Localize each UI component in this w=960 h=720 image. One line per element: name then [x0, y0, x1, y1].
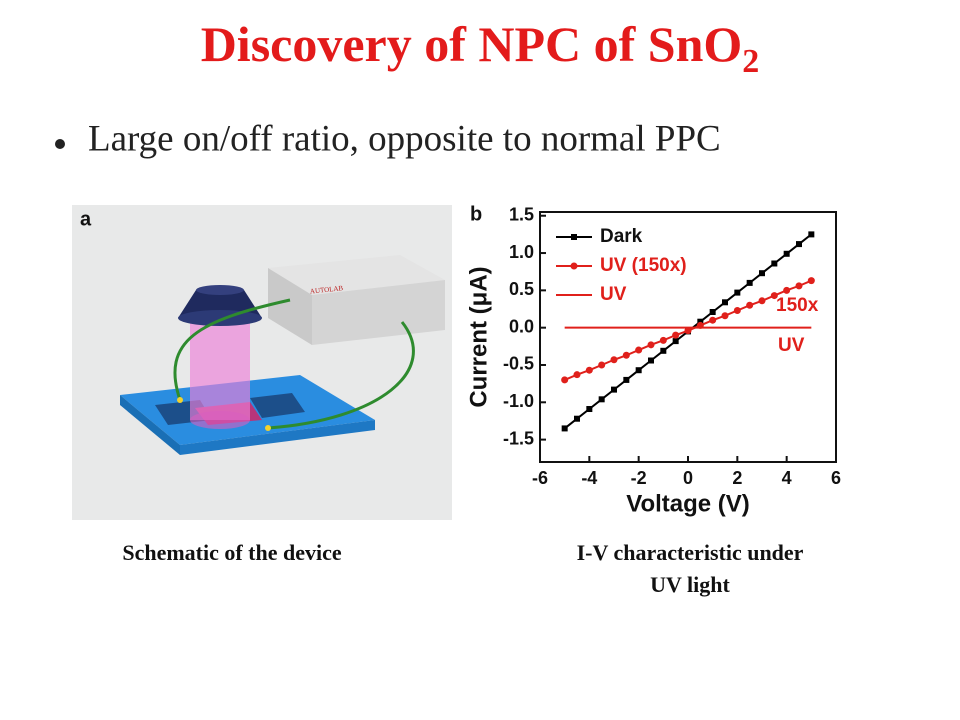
- marker: [622, 351, 630, 359]
- marker: [635, 346, 643, 354]
- x-tick-label: 0: [683, 468, 693, 488]
- y-tick-label: -1.0: [503, 391, 534, 411]
- y-tick-label: 1.0: [509, 242, 534, 262]
- instrument-label: AUTOLAB: [310, 284, 344, 295]
- x-tick-label: 4: [782, 468, 792, 488]
- marker: [783, 250, 790, 257]
- y-tick-label: 0.5: [509, 279, 534, 299]
- marker: [570, 262, 578, 270]
- marker: [721, 312, 729, 320]
- legend-label: Dark: [600, 226, 643, 247]
- marker: [574, 415, 580, 422]
- y-axis-label: Current (μA): [465, 266, 492, 407]
- marker: [648, 357, 654, 364]
- lamp: [178, 290, 262, 318]
- marker: [660, 347, 667, 354]
- panel-label: a: [80, 208, 92, 230]
- marker: [598, 361, 606, 369]
- wire: [173, 298, 291, 401]
- contact: [177, 397, 183, 403]
- contact: [265, 425, 271, 431]
- schematic: a AUTOLAB: [72, 205, 452, 520]
- marker: [746, 279, 753, 286]
- legend-label: UV (150x): [600, 255, 687, 276]
- marker: [709, 316, 717, 324]
- marker: [808, 231, 815, 238]
- uv-beam: [190, 320, 250, 420]
- annotation: UV: [778, 335, 805, 356]
- marker: [561, 425, 568, 432]
- panel-label: b: [470, 203, 482, 225]
- caption: UV light: [650, 572, 730, 597]
- marker: [684, 327, 692, 335]
- marker: [659, 336, 667, 344]
- marker: [561, 376, 569, 384]
- caption: Schematic of the device: [122, 540, 342, 565]
- electrode: [250, 393, 305, 418]
- lamp-top: [196, 285, 244, 295]
- y-tick-label: 1.5: [509, 204, 534, 224]
- marker: [598, 396, 605, 403]
- x-tick-label: -6: [532, 468, 548, 488]
- x-tick-label: -2: [631, 468, 647, 488]
- instrument-front: [312, 280, 445, 345]
- marker: [795, 282, 803, 290]
- x-axis-label: Voltage (V): [626, 490, 750, 517]
- wire: [267, 321, 415, 430]
- slide-title: Discovery of NPC of SnO2: [201, 16, 760, 79]
- marker: [733, 307, 741, 315]
- iv-chart: b -6 -4 -2 0 2 4 6 -1.5 -1.0 -0.5 0.0 0.5 1.0 1.5 Volta…: [465, 203, 841, 517]
- marker: [759, 270, 765, 277]
- marker: [573, 371, 581, 379]
- marker: [783, 286, 791, 294]
- y-tick-label: -0.5: [503, 354, 534, 374]
- x-tick-label: 6: [831, 468, 841, 488]
- marker: [709, 309, 716, 315]
- bullet-text: Large on/off ratio, opposite to normal P…: [88, 118, 721, 159]
- marker: [672, 338, 679, 345]
- legend-entry: UV: [556, 284, 627, 305]
- y-tick-label: 0.0: [509, 316, 534, 336]
- marker: [746, 301, 754, 309]
- substrate-side: [120, 395, 180, 455]
- substrate-front: [180, 420, 375, 455]
- lamp-rim: [178, 310, 262, 326]
- schematic-background: [72, 205, 452, 520]
- title-main: Discovery of NPC of SnO: [201, 16, 743, 72]
- marker: [697, 318, 704, 325]
- y-tick-label: -1.5: [503, 428, 534, 448]
- marker: [571, 234, 577, 240]
- marker: [611, 386, 617, 393]
- marker: [734, 289, 741, 296]
- marker: [796, 241, 802, 248]
- title-subscript: 2: [742, 43, 759, 80]
- marker: [623, 376, 630, 383]
- marker: [758, 297, 766, 305]
- marker: [770, 292, 778, 300]
- beam-spot: [190, 411, 250, 429]
- caption: I-V characteristic under: [577, 540, 804, 565]
- marker: [586, 406, 593, 413]
- bullet-dot: [55, 139, 65, 149]
- marker: [647, 341, 655, 349]
- marker: [635, 367, 642, 374]
- marker: [672, 331, 680, 339]
- x-tick-label: 2: [732, 468, 742, 488]
- marker: [585, 366, 593, 374]
- instrument-side: [268, 268, 312, 345]
- instrument-top: [268, 255, 445, 295]
- marker: [771, 260, 778, 267]
- annotation: 150x: [776, 295, 819, 316]
- marker: [722, 299, 728, 306]
- legend-label: UV: [600, 284, 627, 305]
- marker: [610, 356, 618, 364]
- x-tick-label: -4: [581, 468, 597, 488]
- marker: [807, 277, 815, 285]
